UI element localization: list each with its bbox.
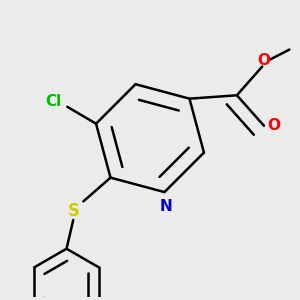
Text: Cl: Cl (46, 94, 62, 109)
Text: N: N (160, 199, 172, 214)
Text: O: O (257, 53, 270, 68)
Text: O: O (268, 118, 281, 133)
Text: S: S (67, 202, 79, 220)
